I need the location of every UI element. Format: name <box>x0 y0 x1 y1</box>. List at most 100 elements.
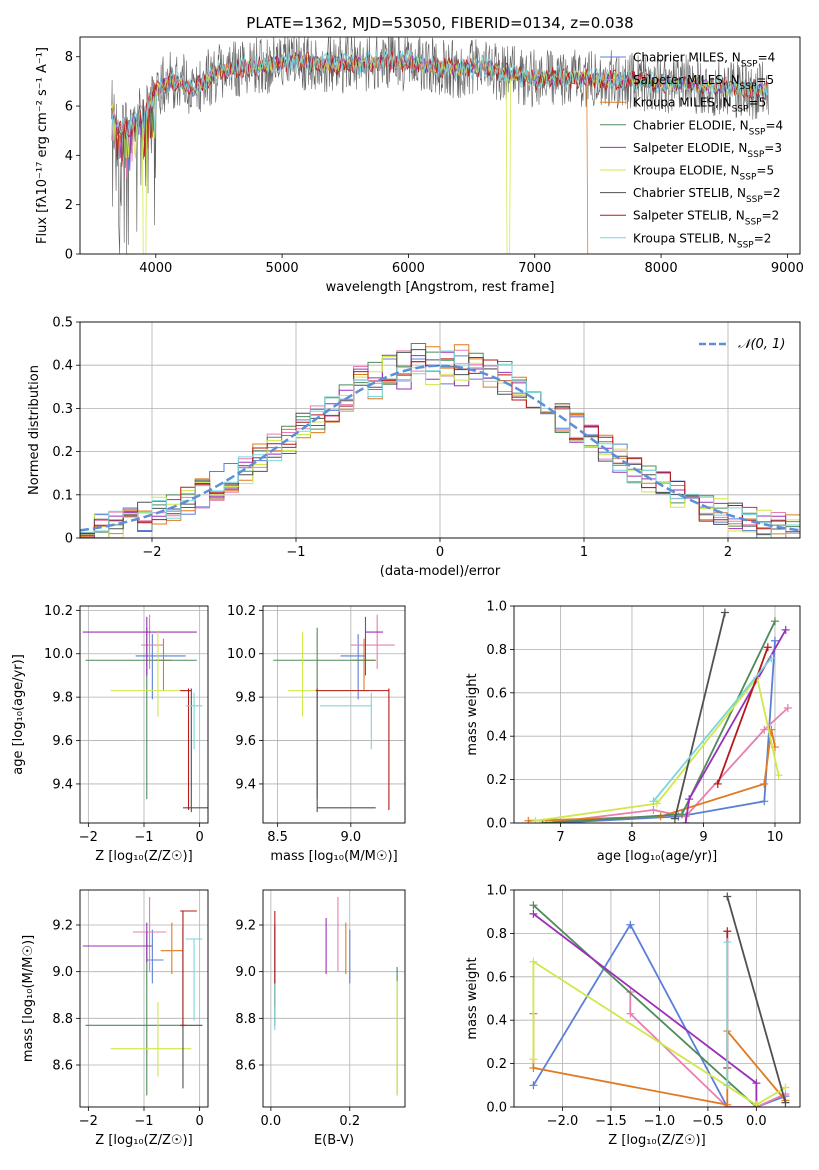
y-tick-label: 8.6 <box>235 1059 256 1074</box>
x-tick-label: 0 <box>196 830 204 845</box>
weight-marker <box>752 1100 761 1107</box>
weight-marker <box>781 1083 790 1092</box>
x-tick-label: 7000 <box>518 261 551 276</box>
weight-marker <box>760 725 769 734</box>
y-tick-label: 0.0 <box>486 817 507 832</box>
weight-marker <box>723 1100 732 1107</box>
legend-subscript: SSP <box>745 218 762 228</box>
axes-frame <box>79 321 801 539</box>
weight-marker <box>760 779 769 788</box>
legend-label: Kroupa MILES, NSSP=5 <box>633 96 766 115</box>
weight-marker <box>723 938 732 947</box>
grid <box>263 606 405 823</box>
x-tick-label: 8000 <box>645 261 678 276</box>
x-tick-label: 8 <box>628 830 636 845</box>
y-axis-label: age [log₁₀(age/yr)] <box>11 654 26 775</box>
weight-marker <box>723 927 732 936</box>
weight-marker <box>752 1079 761 1088</box>
axes-frame <box>262 889 406 1108</box>
x-tick-label: 5000 <box>266 261 299 276</box>
x-tick-label: 9 <box>699 830 707 845</box>
weight-line <box>726 896 787 1103</box>
y-tick-label: 0.4 <box>52 359 73 374</box>
x-axis-label: Z [log₁₀(Z/Z☉)] <box>608 1133 705 1148</box>
y-tick-label: 0.2 <box>486 1057 507 1072</box>
y-tick-label: 9.0 <box>235 965 256 980</box>
weight-marker <box>626 920 635 929</box>
weight-line <box>535 675 780 822</box>
axes-weight-age: 7 8 9 10 0.0 0.2 0.4 0.6 0.8 1.0 age [log₁₀(age/yr… <box>465 600 801 864</box>
weight-marker <box>524 816 533 823</box>
y-tick-label: 10.2 <box>227 604 256 619</box>
axes-weight-Z: −2.0 −1.5 −1.0 −0.5 0.0 0.0 0.2 0.4 0.6 0.8 1.0 Z [… <box>465 884 801 1148</box>
y-tick-label: 9.8 <box>235 691 256 706</box>
weight-marker <box>529 1081 538 1090</box>
x-tick-label: 9000 <box>771 261 804 276</box>
y-tick-label: 8.6 <box>52 1059 73 1074</box>
x-axis-label: Z [log₁₀(Z/Z☉)] <box>95 1133 192 1148</box>
y-tick-label: 0.0 <box>486 1101 507 1116</box>
x-tick-label: −2 <box>142 545 161 560</box>
weight-marker <box>681 819 690 823</box>
plot-area <box>274 897 398 1096</box>
weight-line <box>652 657 773 802</box>
y-tick-label: 0.2 <box>486 773 507 788</box>
x-tick-label: 6000 <box>392 261 425 276</box>
weight-marker <box>774 771 783 780</box>
weight-marker <box>529 957 538 966</box>
x-tick-label: 2 <box>724 545 732 560</box>
y-tick-label: 0.6 <box>486 970 507 985</box>
grid <box>80 890 208 1107</box>
weight-line <box>532 904 758 1107</box>
x-tick-label: 1 <box>580 545 588 560</box>
weight-marker <box>770 617 779 626</box>
weight-marker <box>685 795 694 804</box>
y-axis-label: Flux [fλ10⁻¹⁷ erg cm⁻² s⁻¹ A⁻¹] <box>35 47 50 244</box>
weight-marker <box>649 797 658 806</box>
y-axis-label: mass weight <box>465 673 480 755</box>
legend-subscript: SSP <box>746 195 763 205</box>
y-tick-label: 0.5 <box>52 316 73 331</box>
axes-age-mass: 8.5 9.0 9.4 9.6 9.8 10.0 10.2 mass [log₁₀(M/M☉)… <box>227 604 406 864</box>
y-tick-label: 10.0 <box>227 647 256 662</box>
y-tick-label: 0.2 <box>52 445 73 460</box>
x-tick-label: 7 <box>556 830 564 845</box>
weight-marker <box>723 1081 732 1090</box>
axes-frame <box>79 36 801 255</box>
legend-label: Chabrier STELIB, NSSP=2 <box>633 186 781 205</box>
y-tick-label: 9.0 <box>52 965 73 980</box>
weight-marker <box>529 901 538 910</box>
y-tick-label: 2 <box>65 198 73 213</box>
weight-marker <box>781 1098 790 1107</box>
x-tick-label: 9.0 <box>340 830 361 845</box>
y-tick-label: 8.8 <box>52 1012 73 1027</box>
weight-marker <box>670 814 679 823</box>
axes-mass-EBV: 0.0 0.2 8.6 8.8 9.0 9.2 E(B-V) <box>235 889 406 1148</box>
weight-line <box>716 646 769 785</box>
y-tick-label: 9.2 <box>235 919 256 934</box>
y-tick-label: 6 <box>65 100 73 115</box>
y-tick-label: 8 <box>65 50 73 65</box>
y-axis-label: mass weight <box>465 957 480 1039</box>
weight-line <box>553 640 776 823</box>
normal-curve <box>80 364 800 532</box>
grid <box>514 605 800 824</box>
chart-title: PLATE=1362, MJD=53050, FIBERID=0134, z=0… <box>246 14 633 32</box>
legend-label: Kroupa STELIB, NSSP=2 <box>633 231 771 250</box>
axes-frame <box>513 889 801 1108</box>
y-tick-label: 0.8 <box>486 927 507 942</box>
weight-marker <box>760 797 769 806</box>
y-tick-label: 9.6 <box>235 734 256 749</box>
x-tick-label: 4000 <box>139 261 172 276</box>
legend-subscript: SSP <box>732 105 749 115</box>
x-tick-label: −1 <box>286 545 305 560</box>
weight-marker <box>783 703 792 712</box>
grid <box>514 889 800 1108</box>
weight-marker <box>529 1063 538 1072</box>
legend-subscript: SSP <box>749 127 766 137</box>
plot-area <box>82 614 208 813</box>
y-tick-label: 9.8 <box>52 691 73 706</box>
y-tick-label: 0.3 <box>52 402 73 417</box>
x-tick-label: −1.5 <box>595 1114 627 1129</box>
